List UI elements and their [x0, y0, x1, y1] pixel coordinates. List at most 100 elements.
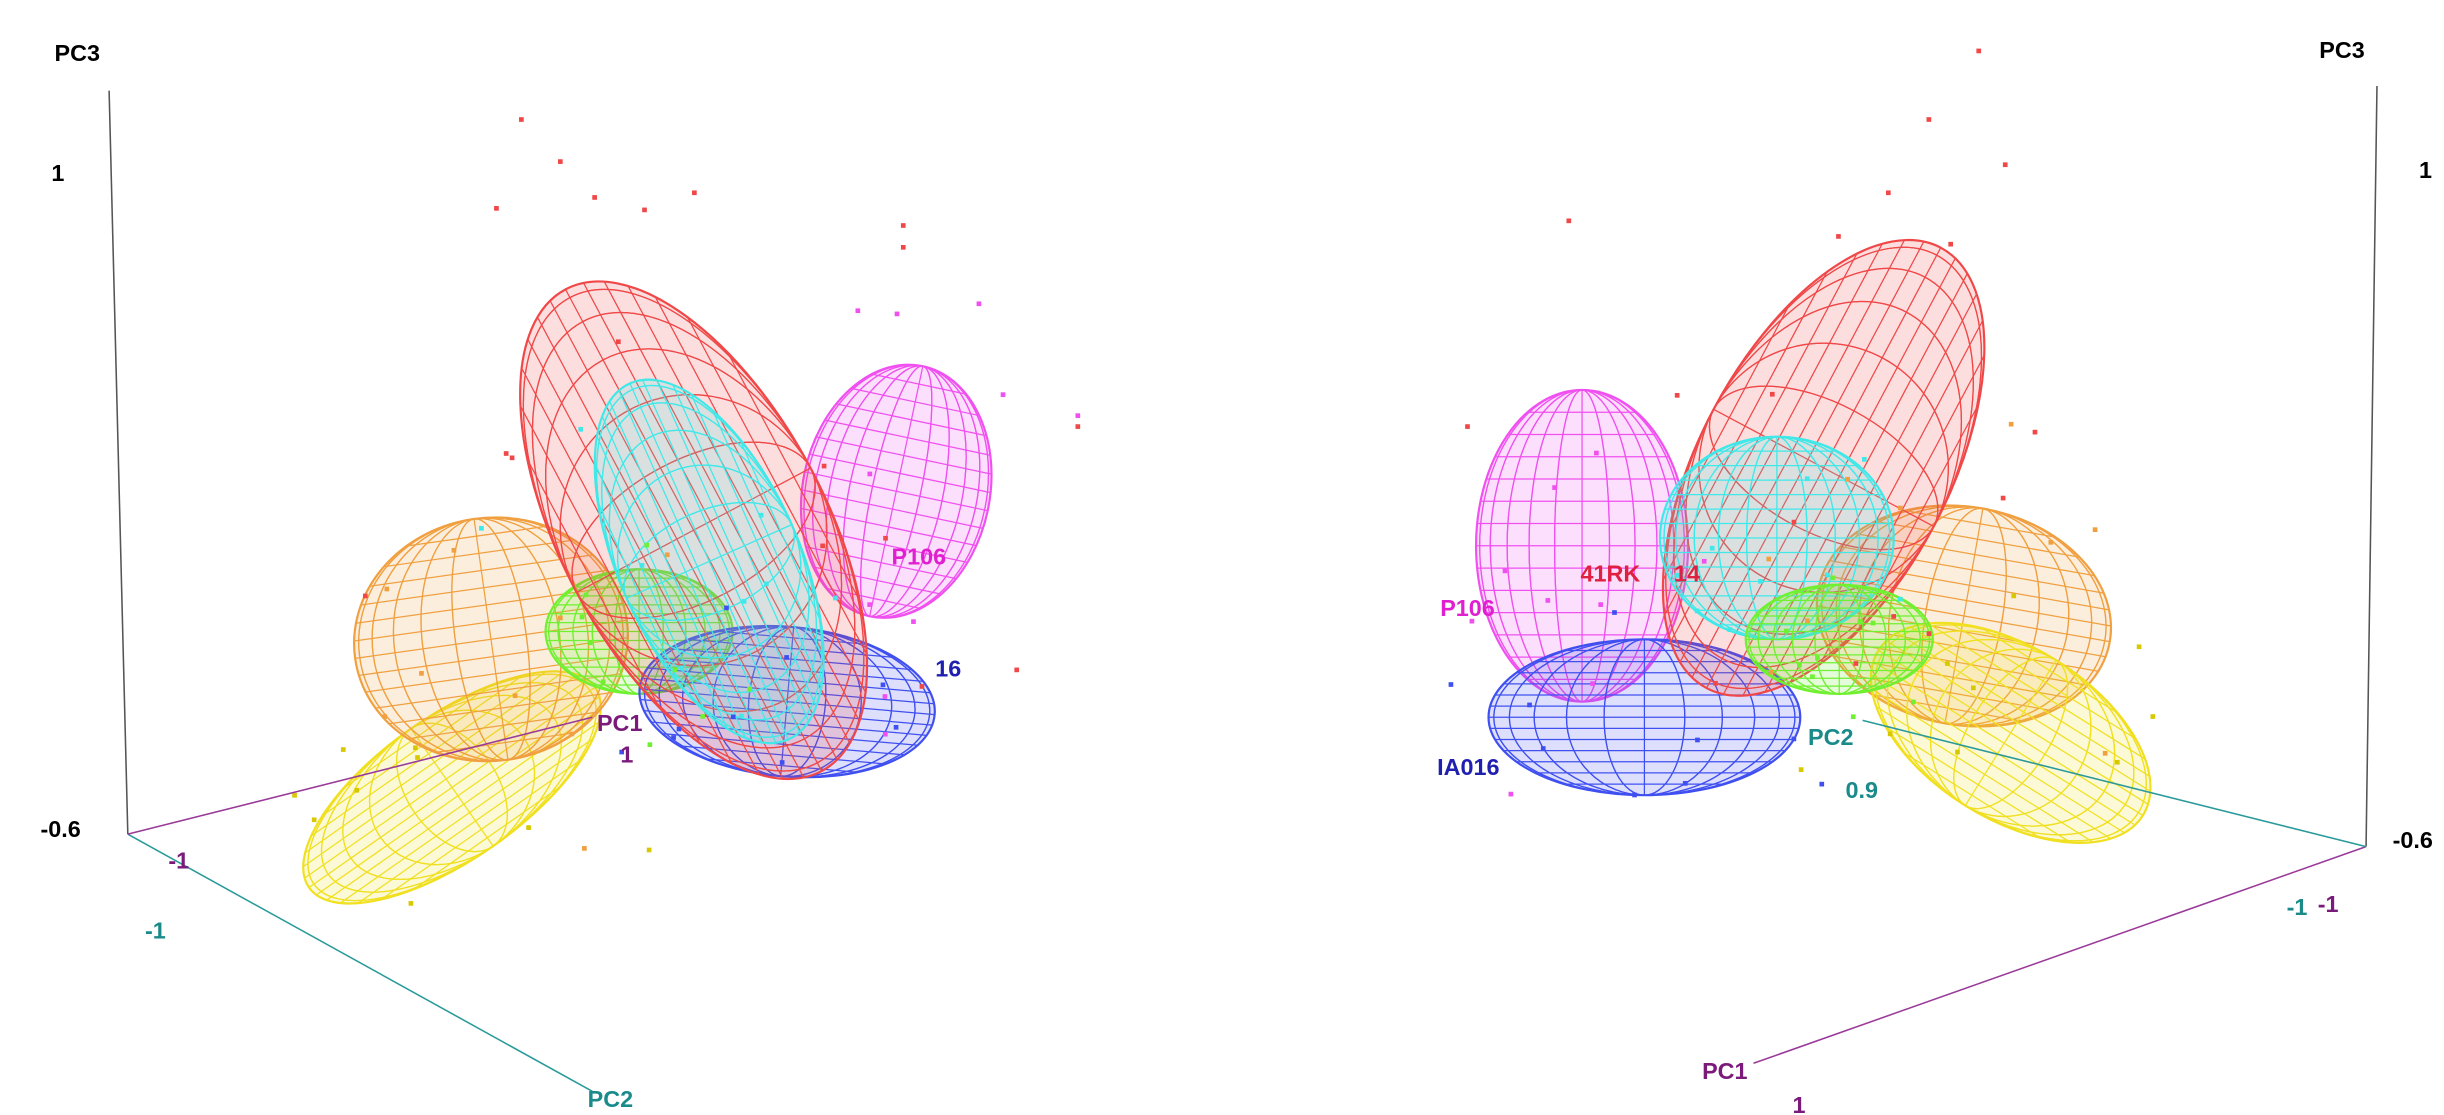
parallel	[672, 384, 817, 707]
point	[578, 426, 584, 432]
parallel	[712, 410, 825, 660]
point	[1945, 661, 1950, 666]
point	[340, 747, 346, 752]
parallel	[802, 526, 968, 564]
point	[1465, 424, 1470, 429]
point	[579, 614, 585, 620]
point	[1850, 714, 1856, 720]
point	[747, 686, 752, 692]
group-label: IA016	[1437, 754, 1499, 780]
point	[615, 339, 621, 345]
point	[1014, 667, 1020, 673]
point	[894, 311, 900, 317]
point	[2032, 429, 2038, 435]
parallel	[727, 352, 861, 602]
axis-label: PC1	[1702, 1058, 1747, 1084]
point	[919, 684, 925, 689]
point	[1897, 505, 1903, 511]
point	[362, 593, 368, 599]
parallel	[1950, 622, 2136, 740]
group-label: 16	[935, 656, 961, 682]
point	[494, 206, 499, 211]
pc1-axis	[127, 716, 593, 835]
tick-label: 0.9	[1845, 777, 1878, 803]
parallel	[601, 416, 746, 739]
point	[1598, 602, 1604, 607]
point	[1798, 767, 1804, 772]
point	[1674, 392, 1680, 398]
parallel	[688, 638, 896, 659]
parallel	[609, 401, 763, 743]
parallel	[1875, 706, 2094, 843]
parallel	[654, 296, 867, 693]
point	[1769, 391, 1775, 397]
pc3-axis	[108, 90, 129, 835]
point	[1845, 476, 1850, 482]
point	[2048, 539, 2054, 545]
point	[1870, 620, 1876, 626]
sample-points	[292, 48, 2156, 906]
point	[587, 640, 593, 646]
parallel	[1981, 627, 2119, 714]
axis-label: PC1	[597, 710, 642, 736]
parallel	[603, 281, 851, 744]
parallel	[690, 394, 822, 687]
point	[1758, 578, 1763, 584]
point	[911, 619, 916, 624]
point	[1926, 631, 1932, 637]
tick-label: 1	[1792, 1092, 1805, 1115]
parallel	[669, 647, 912, 671]
axes	[108, 85, 2378, 1093]
parallel	[1670, 243, 1883, 643]
parallel	[365, 654, 627, 693]
parallel	[549, 300, 805, 778]
parallel	[340, 721, 600, 904]
ellipsoid	[353, 516, 629, 763]
parallel	[527, 338, 760, 775]
parallel	[647, 667, 931, 694]
parallel	[640, 698, 933, 726]
point	[592, 195, 597, 200]
parallel	[662, 733, 905, 756]
point	[646, 847, 652, 853]
tick-label: -0.6	[41, 816, 81, 842]
point	[600, 679, 606, 685]
point	[647, 742, 653, 748]
point	[451, 547, 457, 553]
point	[1552, 485, 1557, 490]
point	[2136, 644, 2142, 650]
axis-label: PC2	[588, 1086, 633, 1112]
point	[867, 471, 873, 477]
point	[1885, 190, 1891, 196]
tick-label: -0.6	[2393, 827, 2433, 853]
point	[509, 455, 515, 461]
point	[664, 552, 670, 558]
point	[408, 901, 414, 906]
parallel	[656, 380, 810, 722]
point	[311, 817, 317, 823]
point	[1727, 627, 1733, 633]
point	[739, 713, 744, 719]
point	[639, 563, 645, 568]
point	[1810, 674, 1815, 680]
point	[569, 731, 575, 737]
point	[1976, 48, 1982, 54]
group-label: 14	[1674, 561, 1700, 587]
labels: PC3 1 -0.6 -1 -1 PC2 PC1 1 P106 16 PC3 1…	[41, 37, 2433, 1115]
point	[503, 451, 509, 456]
point	[1955, 749, 1960, 755]
parallel	[380, 758, 582, 900]
point	[382, 714, 388, 719]
point	[1682, 781, 1688, 786]
point	[672, 667, 678, 673]
tick-label: 1	[2419, 157, 2432, 183]
point	[582, 846, 587, 851]
parallel	[643, 709, 927, 736]
point	[354, 787, 360, 793]
parallel	[1854, 532, 2095, 577]
parallel	[355, 619, 627, 660]
point	[1815, 655, 1820, 661]
point	[1891, 614, 1897, 619]
axis-label: PC3	[2319, 37, 2364, 63]
parallel	[1878, 649, 2144, 816]
